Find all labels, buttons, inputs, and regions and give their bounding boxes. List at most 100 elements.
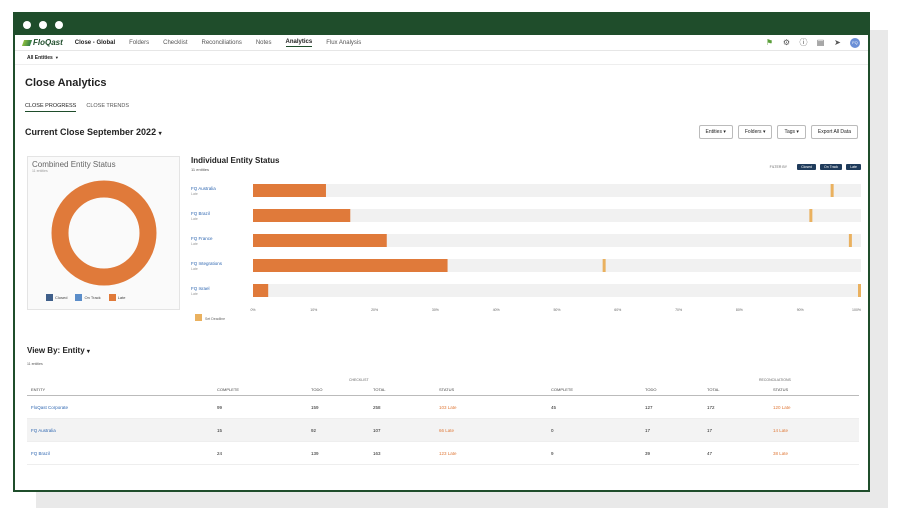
bar-progress[interactable]: [253, 259, 448, 272]
cell-recs-complete: 45: [551, 404, 557, 410]
combined-entity-status-card: Combined Entity Status 11 entities Close…: [27, 156, 180, 310]
entities-button[interactable]: Entities ▾: [698, 125, 733, 139]
header-recs-total[interactable]: TOTAL: [707, 387, 720, 392]
nav-analytics[interactable]: Analytics: [285, 38, 313, 47]
filter-on-track-button[interactable]: On Track: [819, 164, 843, 170]
tags-button-label: Tags: [784, 129, 796, 135]
entity-selector[interactable]: All Entities ▼: [15, 51, 868, 65]
legend-on-track[interactable]: On Track: [75, 294, 101, 301]
x-tick-label: 40%: [493, 308, 500, 312]
avatar[interactable]: FQ: [850, 37, 860, 48]
flag-icon[interactable]: ⚑: [765, 38, 774, 47]
x-tick-label: 20%: [371, 308, 378, 312]
table-row[interactable]: FloQast Corporate 99 159 258 103 Late 45 127 17…: [27, 396, 859, 419]
bar-category-label[interactable]: FQ Israel: [191, 286, 210, 291]
bar-status-label: Late: [191, 267, 198, 271]
legend-swatch: [75, 294, 83, 301]
cell-recs-status[interactable]: 120 Late: [773, 404, 791, 410]
bar-track: [253, 234, 861, 247]
header-checklist-status[interactable]: STATUS: [439, 387, 455, 392]
x-tick-label: 60%: [614, 308, 621, 312]
header-checklist-todo[interactable]: TODO: [311, 387, 323, 392]
window-dot-minimize[interactable]: [39, 20, 47, 29]
table-row[interactable]: FQ Brazil 24 139 163 123 Late 9 39 47 38 Late: [27, 442, 859, 465]
status-filters: FILTER BY Closed On Track Late: [770, 164, 861, 170]
header-checklist-complete[interactable]: COMPLETE: [217, 387, 240, 392]
deadline-marker[interactable]: [848, 234, 852, 247]
legend-late[interactable]: Late: [108, 294, 125, 301]
cell-recs-status[interactable]: 38 Late: [773, 450, 789, 456]
cell-entity[interactable]: FQ Brazil: [31, 450, 50, 456]
tab-close-trends[interactable]: CLOSE TRENDS: [86, 103, 130, 109]
x-tick-label: 30%: [432, 308, 439, 312]
bar-progress[interactable]: [253, 284, 269, 297]
bar-progress[interactable]: [253, 234, 387, 247]
nav-reconciliations[interactable]: Reconciliations: [201, 39, 242, 46]
tab-close-progress[interactable]: CLOSE PROGRESS: [25, 103, 77, 112]
folders-button[interactable]: Folders ▾: [737, 125, 773, 139]
bar-category-label[interactable]: FQ Integrations: [191, 261, 223, 266]
legend-closed[interactable]: Closed: [46, 294, 67, 301]
filter-closed-button[interactable]: Closed: [797, 164, 816, 170]
nav-checklist[interactable]: Checklist: [163, 39, 188, 46]
header-recs-todo[interactable]: TODO: [645, 387, 657, 392]
gear-icon[interactable]: ⚙: [782, 38, 791, 47]
current-close-header: Current Close September 2022 ▾ Entities …: [25, 125, 858, 139]
cell-checklist-status[interactable]: 103 Late: [439, 404, 457, 410]
cell-recs-todo: 17: [645, 427, 651, 433]
cell-checklist-todo: 139: [311, 450, 319, 456]
bar-status-label: Late: [191, 217, 198, 221]
page-content: Close Analytics CLOSE PROGRESS CLOSE TRE…: [15, 77, 868, 139]
cell-checklist-status[interactable]: 66 Late: [439, 427, 455, 433]
bar-category-label[interactable]: FQ France: [191, 236, 213, 241]
top-nav: FloQast Close - Global Folders Checklist…: [15, 35, 868, 51]
donut-late-slice[interactable]: [51, 180, 157, 286]
entity-table: CHECKLIST RECONCILIATIONS ENTITY COMPLETE…: [27, 376, 859, 465]
view-by-value: Entity: [62, 346, 85, 355]
bar-progress[interactable]: [253, 184, 326, 197]
logo-mark-icon: [21, 39, 33, 46]
header-entity[interactable]: ENTITY: [31, 387, 46, 392]
current-close-dropdown[interactable]: Current Close September 2022 ▾: [25, 127, 162, 137]
view-by-dropdown[interactable]: View By: Entity ▾: [27, 346, 90, 355]
header-checklist-total[interactable]: TOTAL: [373, 387, 386, 392]
folders-button-label: Folders: [744, 129, 762, 135]
send-icon[interactable]: ➤: [834, 38, 841, 47]
nav-notes[interactable]: Notes: [255, 39, 272, 46]
nav-close-global[interactable]: Close - Global: [74, 39, 116, 46]
cell-checklist-status[interactable]: 123 Late: [439, 450, 457, 456]
view-by-subtitle: 11 entities: [27, 362, 43, 366]
window-dot-close[interactable]: [23, 20, 31, 29]
filter-late-button[interactable]: Late: [846, 164, 861, 170]
cell-recs-total: 17: [707, 427, 713, 433]
header-recs-status[interactable]: STATUS: [773, 387, 789, 392]
cell-entity[interactable]: FloQast Corporate: [31, 404, 69, 410]
window-dot-maximize[interactable]: [55, 20, 63, 29]
nav-folders[interactable]: Folders: [129, 39, 150, 46]
deadline-marker[interactable]: [809, 209, 813, 222]
bar-progress[interactable]: [253, 209, 351, 222]
logo-text: FloQast: [33, 38, 63, 47]
help-icon[interactable]: ⓘ: [799, 38, 808, 47]
individual-status-subtitle: 11 entities: [191, 167, 209, 172]
cell-checklist-total: 163: [373, 450, 381, 456]
header-recs-complete[interactable]: COMPLETE: [551, 387, 574, 392]
cell-recs-status[interactable]: 14 Late: [773, 427, 789, 433]
floqast-logo[interactable]: FloQast: [21, 38, 63, 47]
legend-set-deadline[interactable]: Set Deadline: [205, 317, 225, 321]
deadline-marker[interactable]: [602, 259, 606, 272]
deadline-marker[interactable]: [858, 284, 861, 297]
bar-category-label[interactable]: FQ Australia: [191, 186, 216, 191]
tags-button[interactable]: Tags ▾: [777, 125, 806, 139]
nav-flux-analysis[interactable]: Flux Analysis: [326, 39, 362, 46]
cell-entity[interactable]: FQ Australia: [31, 427, 56, 433]
export-all-data-button[interactable]: Export All Data: [810, 125, 858, 139]
book-icon[interactable]: ▤: [816, 38, 825, 47]
bar-status-label: Late: [191, 192, 198, 196]
deadline-marker[interactable]: [830, 184, 834, 197]
table-row[interactable]: FQ Australia 15 92 107 66 Late 0 17 17 14 Late: [27, 419, 859, 442]
bar-category-label[interactable]: FQ Brazil: [191, 211, 210, 216]
legend-label: On Track: [84, 295, 101, 300]
group-reconciliations: RECONCILIATIONS: [759, 378, 791, 382]
